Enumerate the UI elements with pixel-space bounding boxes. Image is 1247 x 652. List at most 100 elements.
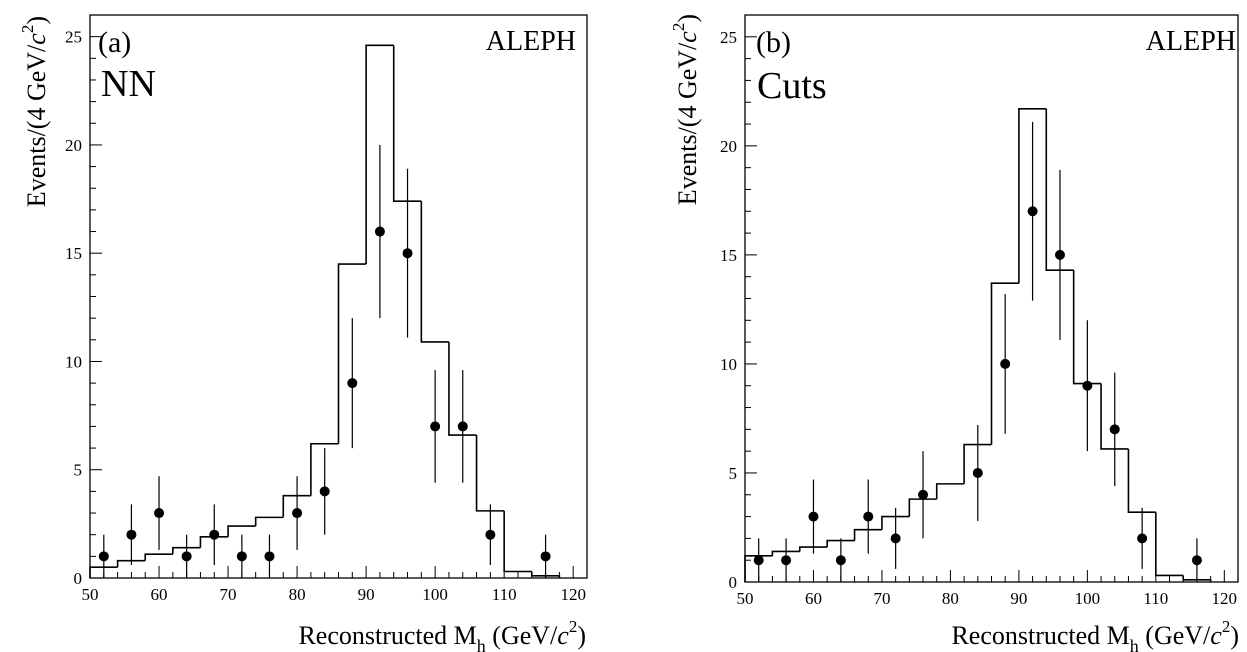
histogram-bin: [172, 546, 201, 555]
data-point: [1082, 380, 1093, 391]
data-point: [292, 508, 303, 519]
y-tick-label: 10: [65, 352, 82, 371]
y-axis-label: Events/(4 GeV/c2): [18, 16, 51, 207]
histogram-bin: [227, 525, 256, 537]
x-tick-label: 70: [220, 585, 237, 604]
data-point: [319, 486, 330, 497]
y-tick-label: 25: [720, 28, 737, 47]
data-point: [1137, 533, 1148, 544]
histogram-bin: [798, 546, 828, 552]
data-point: [972, 467, 983, 478]
data-point: [98, 551, 109, 562]
histogram-bin: [448, 341, 477, 436]
x-tick-label: 60: [151, 585, 168, 604]
data-point: [374, 226, 385, 237]
data-point: [126, 529, 137, 540]
histogram-bin: [337, 263, 367, 444]
histogram-bin: [963, 443, 992, 484]
y-tick-label: 20: [720, 137, 737, 156]
histogram-bin: [990, 282, 1019, 445]
histogram-bin: [881, 515, 910, 530]
x-tick-label: 50: [737, 589, 754, 608]
method-label: NN: [101, 63, 156, 105]
x-axis-label: Reconstructed Mh (GeV/c2): [298, 617, 586, 652]
x-tick-label: 90: [358, 585, 375, 604]
histogram-bin: [853, 528, 882, 541]
histogram-bin: [1072, 270, 1102, 385]
x-tick-label: 60: [805, 589, 822, 608]
histogram-bin: [475, 435, 505, 512]
data-point: [781, 555, 792, 566]
y-tick-label: 5: [729, 464, 738, 483]
histogram-bin: [1045, 108, 1074, 271]
histogram-bin: [771, 550, 800, 556]
histogram-bin: [1127, 448, 1156, 514]
data-point: [457, 421, 468, 432]
x-tick-label: 80: [942, 589, 959, 608]
histogram-bin: [420, 201, 449, 343]
histogram-bin: [199, 536, 229, 548]
y-tick-label: 15: [65, 244, 82, 263]
method-label: Cuts: [757, 65, 827, 107]
x-tick-label: 100: [422, 585, 448, 604]
data-point: [154, 508, 165, 519]
data-point: [181, 551, 192, 562]
histogram-bin: [935, 483, 965, 500]
marks: 50 60 70 80 90 100 110 120 0 5 10 15 20 25: [65, 14, 588, 604]
data-point: [918, 489, 929, 500]
data-point: [264, 551, 275, 562]
histogram-bin: [1155, 512, 1184, 577]
y-tick-label: 5: [74, 461, 83, 480]
experiment-label: ALEPH: [1146, 26, 1236, 57]
histogram-bin: [116, 559, 146, 568]
experiment-label: ALEPH: [486, 26, 576, 57]
histogram-bin: [144, 553, 173, 561]
panel-label: (a): [98, 26, 131, 59]
y-tick-label: 25: [65, 28, 82, 47]
x-tick-label: 50: [82, 585, 99, 604]
data-point: [209, 529, 220, 540]
data-point: [835, 555, 846, 566]
histogram-bin: [1100, 383, 1129, 450]
data-point: [540, 551, 551, 562]
x-tick-label: 120: [1212, 589, 1238, 608]
x-tick-label: 110: [492, 585, 517, 604]
y-tick-label: 15: [720, 246, 737, 265]
data-point: [347, 378, 358, 389]
x-tick-label: 90: [1010, 589, 1027, 608]
histogram-bin: [365, 44, 394, 265]
x-tick-label: 120: [560, 585, 586, 604]
data-point: [1191, 555, 1202, 566]
data-point: [753, 555, 764, 566]
histogram-bin: [310, 442, 339, 496]
histogram-bin: [282, 494, 311, 518]
data-point: [1054, 249, 1065, 260]
y-tick-label: 10: [720, 355, 737, 374]
data-point: [1109, 424, 1120, 435]
y-axis-label: Events/(4 GeV/c2): [669, 14, 702, 205]
data-point: [402, 248, 413, 259]
y-tick-label: 20: [65, 136, 82, 155]
x-tick-label: 110: [1143, 589, 1168, 608]
y-tick-label: 0: [729, 573, 738, 592]
data-point: [236, 551, 247, 562]
histogram-bin: [826, 539, 855, 548]
data-point: [808, 511, 819, 522]
histogram-bin: [392, 45, 422, 203]
data-point: [1027, 206, 1038, 217]
x-tick-label: 100: [1075, 589, 1101, 608]
histogram-bin: [254, 516, 284, 527]
data-point: [485, 529, 496, 540]
x-axis-label: Reconstructed Mh (GeV/c2): [951, 617, 1239, 652]
data-point: [890, 533, 901, 544]
y-tick-label: 0: [74, 569, 83, 588]
x-tick-label: 70: [873, 589, 890, 608]
histogram-bin: [744, 555, 773, 582]
histogram-bin: [908, 498, 937, 517]
histogram-bin: [503, 510, 532, 573]
marks: 50 60 70 80 90 100 110 120 0 5 10 15 20 25: [720, 14, 1239, 608]
data-point: [863, 511, 874, 522]
